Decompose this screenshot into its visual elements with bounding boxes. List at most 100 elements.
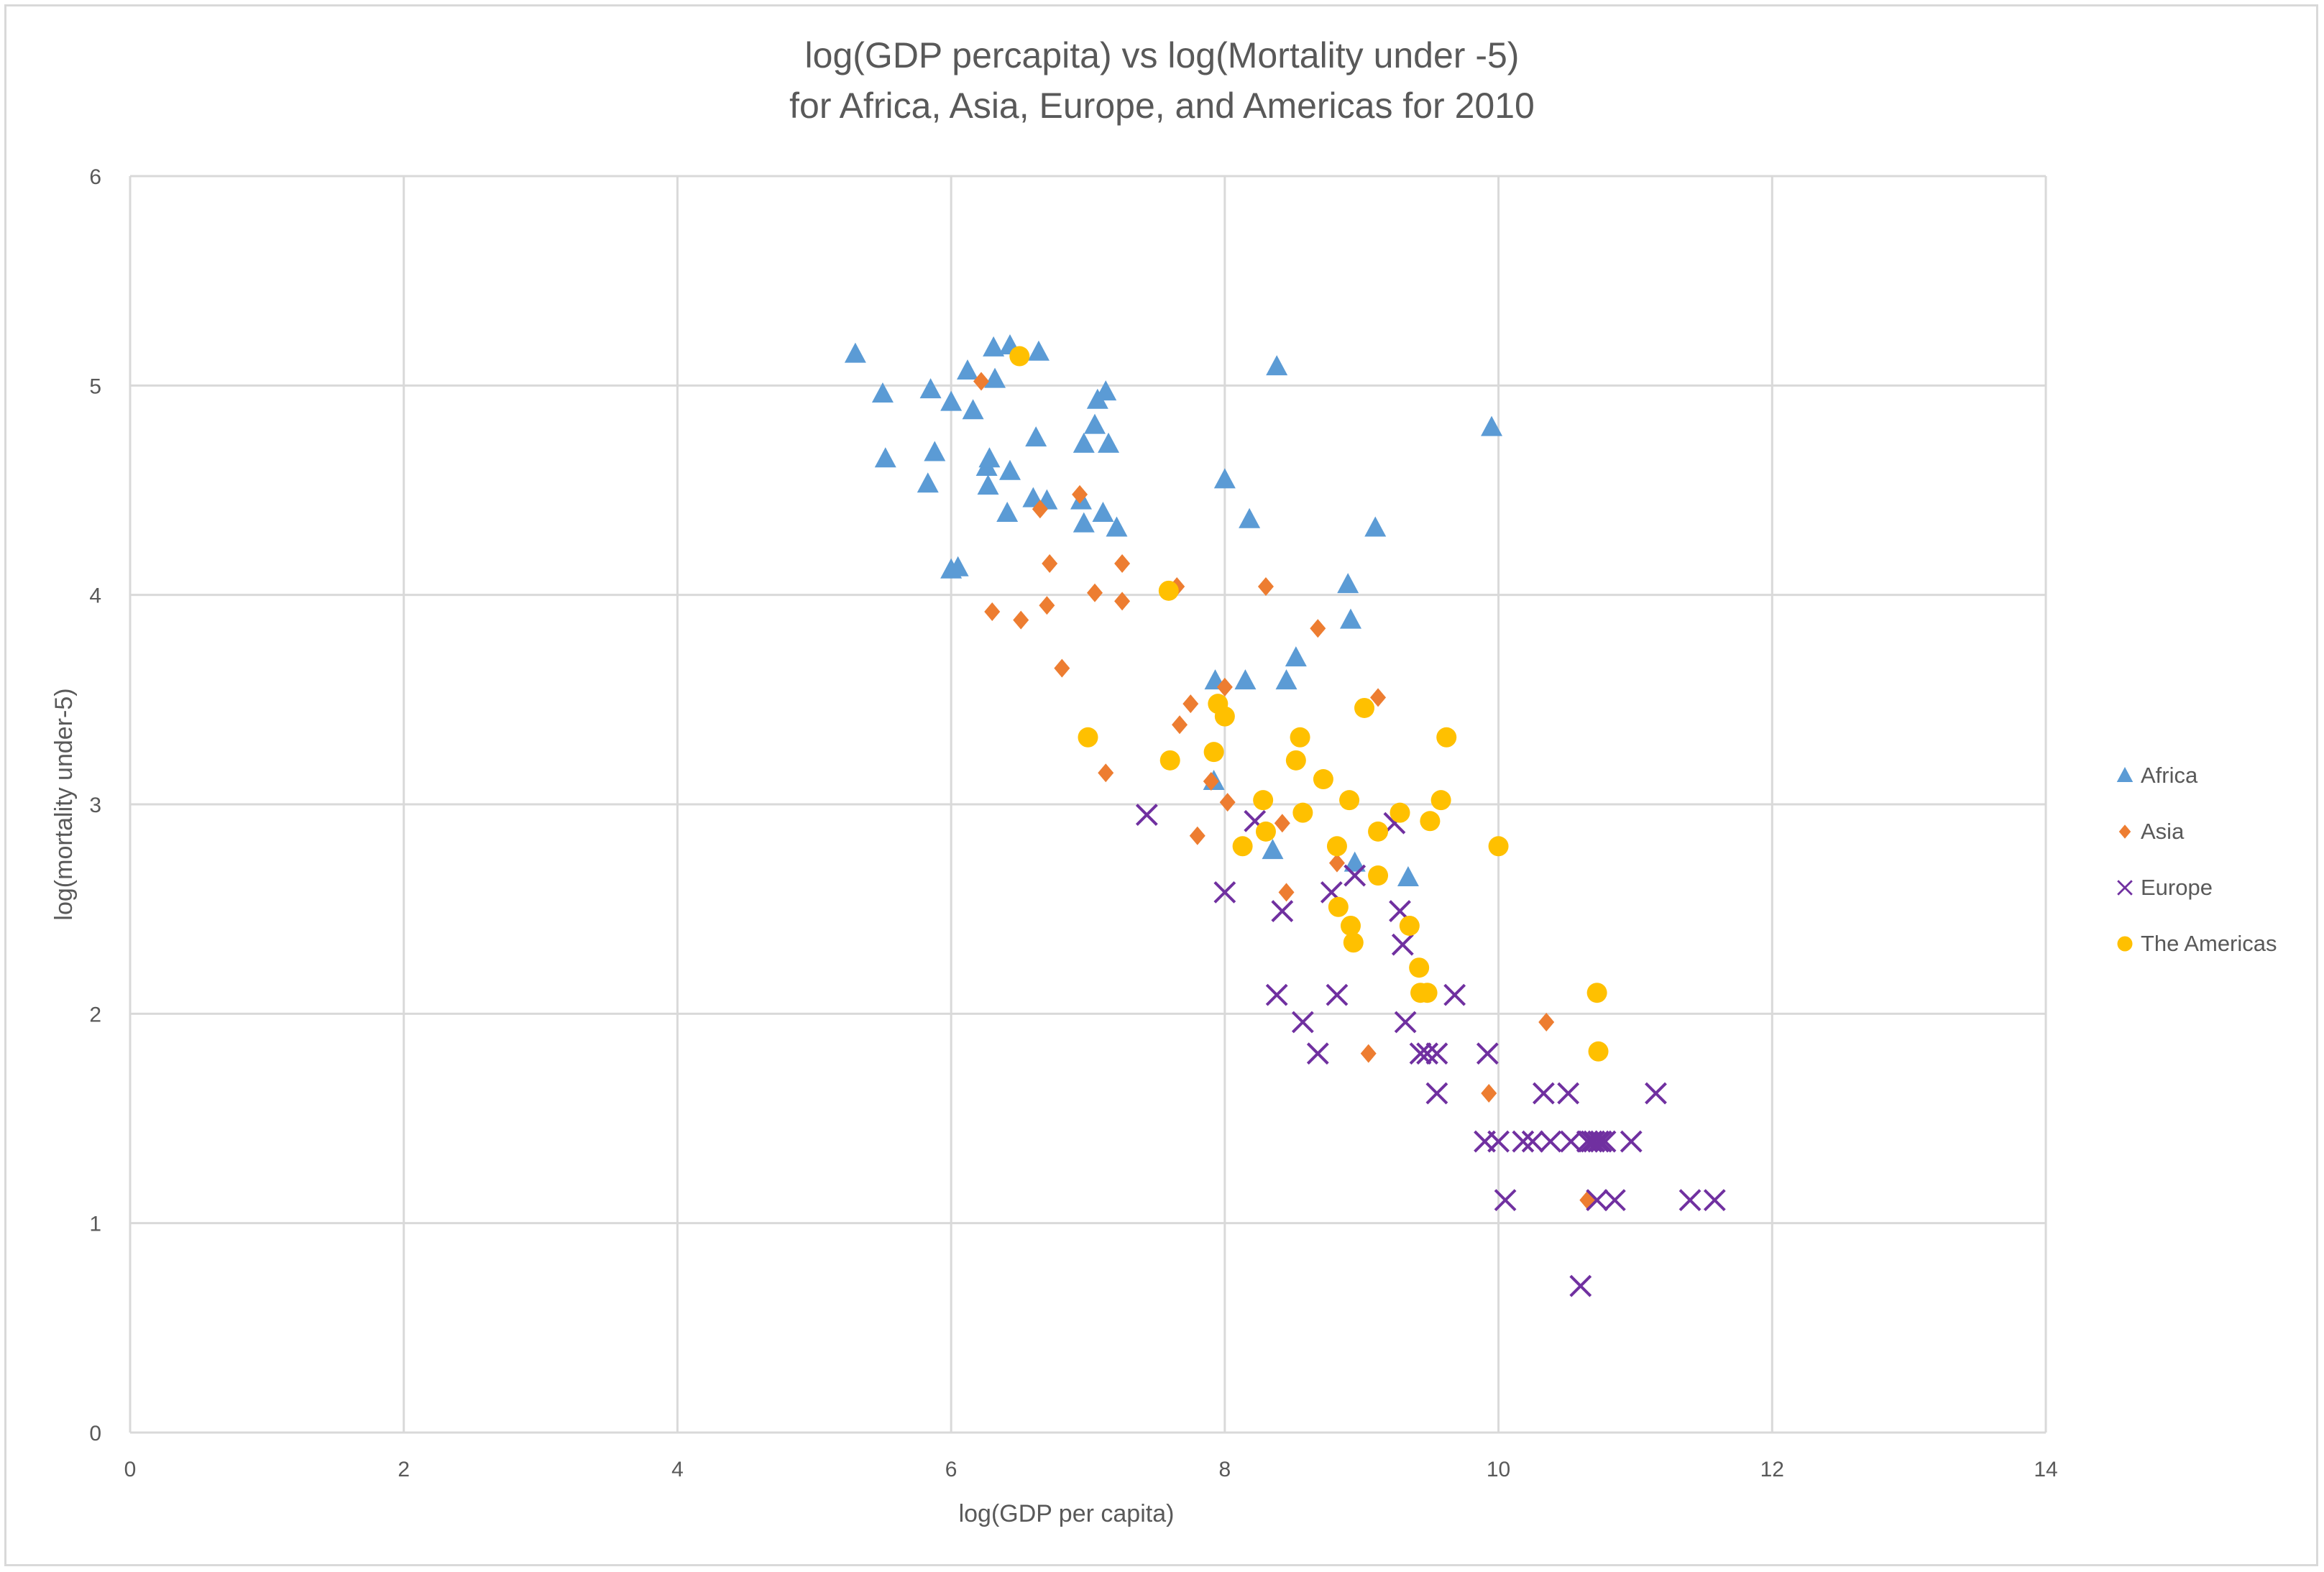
asia-point: [1481, 1084, 1497, 1103]
the-americas-point: [1436, 727, 1457, 748]
the-americas-point: [1343, 932, 1364, 953]
triangle-icon: [2116, 767, 2134, 782]
the-americas-point: [1232, 836, 1253, 857]
europe-point: [1583, 1130, 1606, 1153]
europe-point: [1557, 1082, 1580, 1105]
y-axis-title: log(mortality under-5): [50, 688, 78, 920]
asia-point: [1360, 1044, 1377, 1063]
europe-point: [1703, 1189, 1726, 1212]
the-americas-point: [1203, 742, 1224, 763]
asia-point: [1278, 883, 1295, 902]
the-americas-point: [1313, 769, 1333, 790]
africa-point: [1364, 516, 1387, 537]
legend-item-the-americas: The Americas: [2112, 916, 2277, 972]
africa-point: [871, 382, 894, 403]
africa-point: [924, 441, 946, 461]
africa-point: [1262, 839, 1284, 860]
europe-point: [1586, 1189, 1609, 1212]
x-tick-label: 10: [1487, 1458, 1510, 1481]
x-tick-label: 8: [1219, 1458, 1231, 1481]
africa-point: [1285, 646, 1307, 667]
legend: Africa Asia Europe The Americas: [2112, 748, 2277, 972]
diamond-icon: [2118, 824, 2131, 839]
legend-item-africa: Africa: [2112, 748, 2277, 804]
africa-point: [996, 502, 1019, 523]
europe-point: [1409, 1042, 1432, 1065]
the-americas-point: [1368, 865, 1389, 886]
legend-label: Europe: [2141, 875, 2213, 900]
y-tick-label: 3: [89, 794, 101, 817]
africa-point: [1266, 355, 1288, 376]
the-americas-point: [1399, 915, 1420, 936]
africa-point: [1213, 468, 1236, 489]
the-americas-point: [1214, 706, 1235, 727]
africa-point: [947, 556, 969, 576]
africa-point: [1098, 432, 1120, 453]
asia-point: [1370, 688, 1387, 707]
y-tick-label: 2: [89, 1003, 101, 1026]
x-tick-label: 12: [1760, 1458, 1784, 1481]
asia-point: [1013, 610, 1029, 630]
asia-point: [1216, 677, 1233, 697]
the-americas-point: [1292, 802, 1313, 823]
x-axis-title: log(GDP per capita): [959, 1500, 1175, 1527]
africa-point: [1344, 851, 1366, 872]
x-tick-label: 6: [945, 1458, 957, 1481]
europe-point: [1265, 983, 1288, 1006]
the-americas-point: [1158, 580, 1179, 601]
africa-point: [940, 390, 963, 411]
africa-point: [919, 378, 942, 399]
the-americas-point: [1488, 836, 1509, 857]
asia-point: [984, 602, 1001, 621]
africa-point: [1092, 502, 1114, 523]
europe-point: [1135, 804, 1158, 826]
the-americas-point: [1159, 750, 1180, 771]
europe-point: [1512, 1130, 1535, 1153]
y-tick-label: 4: [89, 584, 101, 608]
europe-point: [1539, 1130, 1562, 1153]
the-americas-point: [1409, 957, 1430, 978]
europe-point: [1587, 1130, 1609, 1153]
asia-point: [1087, 583, 1103, 602]
legend-item-europe: Europe: [2112, 860, 2277, 916]
europe-point: [1560, 1130, 1582, 1153]
africa-point: [1027, 340, 1050, 361]
asia-point: [973, 372, 990, 391]
africa-point: [1337, 573, 1359, 594]
the-americas-point: [1588, 1041, 1609, 1062]
asia-point: [1039, 596, 1055, 615]
europe-point: [1494, 1189, 1517, 1212]
europe-point: [1487, 1130, 1510, 1153]
asia-point: [1257, 577, 1274, 597]
europe-point: [1569, 1274, 1592, 1297]
asia-point: [1098, 763, 1114, 783]
africa-point: [1073, 512, 1095, 533]
legend-label: Asia: [2141, 819, 2185, 844]
europe-point: [1326, 983, 1349, 1006]
asia-point: [1042, 553, 1058, 573]
europe-point: [1425, 1082, 1448, 1105]
y-tick-label: 5: [89, 374, 101, 398]
africa-point: [998, 459, 1021, 480]
asia-point: [1032, 500, 1048, 519]
europe-point: [1594, 1130, 1617, 1153]
y-tick-label: 1: [89, 1213, 101, 1236]
the-americas-point: [1078, 727, 1098, 748]
europe-point: [1416, 1042, 1438, 1065]
europe-point: [1521, 1130, 1544, 1153]
asia-point: [1182, 694, 1199, 714]
asia-point: [1189, 826, 1205, 845]
africa-point: [1234, 669, 1257, 690]
the-americas-point: [1255, 821, 1276, 842]
asia-point: [1310, 619, 1326, 638]
africa-point: [1397, 865, 1419, 886]
the-americas-point: [1290, 727, 1310, 748]
europe-point: [1271, 900, 1294, 922]
the-americas-point: [1253, 790, 1274, 811]
asia-point: [1203, 771, 1219, 791]
europe-point: [1620, 1130, 1643, 1153]
europe-point: [1476, 1042, 1499, 1065]
chart-frame: [4, 4, 2318, 1566]
europe-point: [1291, 1011, 1314, 1034]
